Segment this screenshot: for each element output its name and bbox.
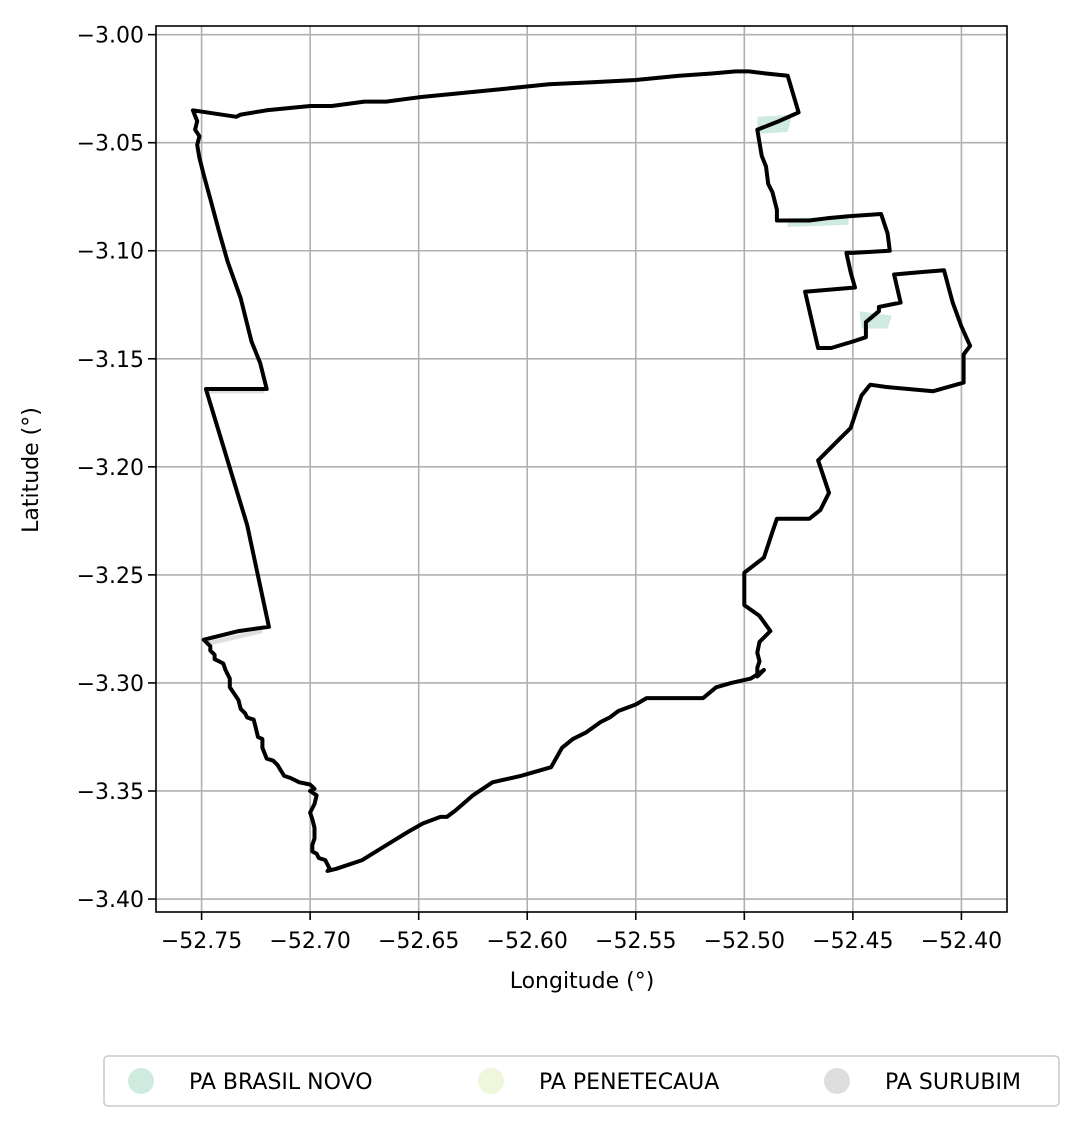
x-tick-label: −52.75 bbox=[161, 929, 242, 954]
legend-marker bbox=[824, 1068, 850, 1094]
x-tick-label: −52.55 bbox=[595, 929, 676, 954]
y-tick-label: −3.25 bbox=[77, 564, 144, 589]
x-tick-label: −52.60 bbox=[487, 929, 568, 954]
grid-lines bbox=[156, 26, 1007, 912]
settlement-boundary-outline bbox=[190, 69, 973, 873]
x-tick-label: −52.40 bbox=[921, 929, 1002, 954]
legend-entry: PA PENETECAUA bbox=[478, 1068, 719, 1095]
map-axes: −52.75 −52.70 −52.65 −52.60 −52.55 −52.50 −52.… bbox=[77, 24, 1008, 954]
x-tick-label: −52.65 bbox=[378, 929, 459, 954]
legend-frame bbox=[103, 1055, 1060, 1107]
y-tick-label: −3.05 bbox=[77, 132, 144, 157]
legend-label: PA BRASIL NOVO bbox=[189, 1070, 373, 1095]
y-tick-label: −3.15 bbox=[77, 348, 144, 373]
y-tick-label: −3.35 bbox=[77, 780, 144, 805]
legend: PA BRASIL NOVO PA PENETECAUA PA SURUBIM bbox=[103, 1055, 1060, 1107]
legend-label: PA PENETECAUA bbox=[539, 1070, 719, 1095]
y-tick-label: −3.40 bbox=[77, 888, 144, 913]
legend-entry: PA SURUBIM bbox=[824, 1068, 1021, 1095]
legend-label: PA SURUBIM bbox=[885, 1070, 1021, 1095]
legend-marker bbox=[128, 1068, 154, 1094]
legend-items: PA BRASIL NOVO PA PENETECAUA PA SURUBIM bbox=[128, 1068, 1021, 1095]
y-tick-label: −3.00 bbox=[77, 24, 144, 49]
axes-frame bbox=[155, 25, 1008, 913]
y-tick-label: −3.20 bbox=[77, 456, 144, 481]
x-axis-ticks: −52.75 −52.70 −52.65 −52.60 −52.55 −52.50 −52.… bbox=[161, 912, 1002, 954]
area-patch bbox=[203, 628, 263, 647]
x-tick-label: −52.70 bbox=[269, 929, 350, 954]
x-tick-label: −52.50 bbox=[704, 929, 785, 954]
x-axis-label: Longitude (°) bbox=[510, 969, 655, 994]
y-axis-ticks: −3.00 −3.05 −3.10 −3.15 −3.20 −3.25 −3.30 −3.35… bbox=[77, 24, 156, 913]
x-tick-label: −52.45 bbox=[812, 929, 893, 954]
y-tick-label: −3.30 bbox=[77, 672, 144, 697]
y-tick-label: −3.10 bbox=[77, 240, 144, 265]
y-axis-label: Latitude (°) bbox=[19, 407, 44, 533]
legend-marker bbox=[478, 1068, 504, 1094]
legend-entry: PA BRASIL NOVO bbox=[128, 1068, 373, 1095]
